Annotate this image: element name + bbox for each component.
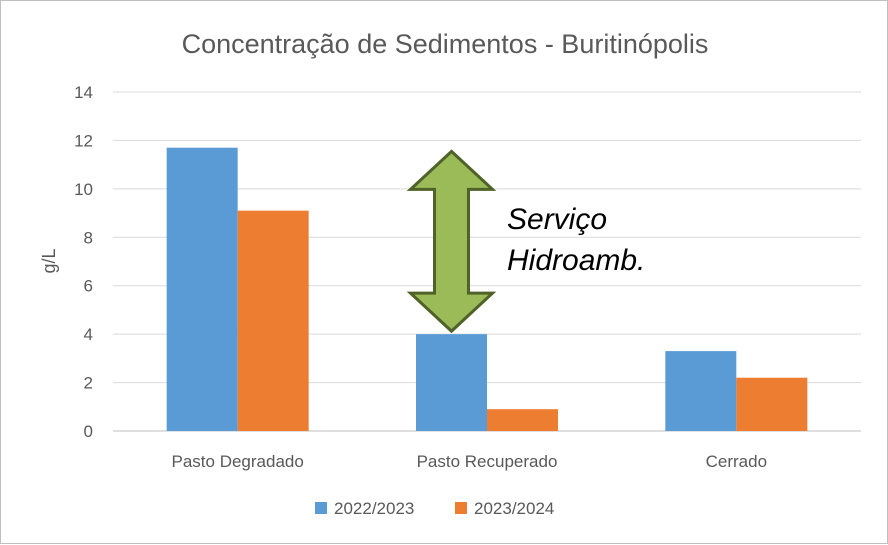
- x-tick-label: Cerrado: [706, 452, 767, 471]
- annotation-text: Serviço Hidroamb.: [507, 203, 645, 277]
- x-tick-labels: Pasto Degradado Pasto Recuperado Cerrado: [172, 452, 768, 471]
- legend: 2022/2023 2023/2024: [315, 499, 554, 518]
- legend-swatch: [315, 502, 327, 514]
- bar-2-1: [237, 210, 309, 431]
- annotation-line: Hidroamb.: [507, 244, 645, 277]
- y-tick-label: 12: [74, 131, 93, 150]
- legend-label: 2023/2024: [474, 499, 554, 518]
- bars: [166, 147, 808, 431]
- y-tick-label: 0: [84, 422, 93, 441]
- legend-swatch: [455, 502, 467, 514]
- y-axis-label: g/L: [39, 248, 59, 273]
- y-tick-label: 8: [84, 228, 93, 247]
- x-tick-label: Pasto Recuperado: [417, 452, 558, 471]
- annotation-line: Serviço: [507, 203, 607, 236]
- x-tick-label: Pasto Degradado: [172, 452, 304, 471]
- y-tick-label: 4: [84, 325, 93, 344]
- bar-2-3: [736, 377, 808, 431]
- y-tick-label: 10: [74, 180, 93, 199]
- bar-1-3: [665, 351, 737, 431]
- legend-label: 2022/2023: [334, 499, 414, 518]
- bar-2-2: [487, 409, 558, 431]
- chart-title: Concentração de Sedimentos - Buritinópol…: [182, 29, 709, 59]
- double-arrow-icon: [406, 149, 497, 334]
- y-tick-label: 14: [74, 83, 93, 102]
- y-tick-labels: 0 2 4 6 8 10 12 14: [74, 83, 93, 441]
- bar-1-2: [416, 334, 487, 431]
- double-arrow-shape: [406, 149, 497, 334]
- bar-1-1: [166, 147, 238, 431]
- y-tick-label: 6: [84, 277, 93, 296]
- y-tick-label: 2: [84, 374, 93, 393]
